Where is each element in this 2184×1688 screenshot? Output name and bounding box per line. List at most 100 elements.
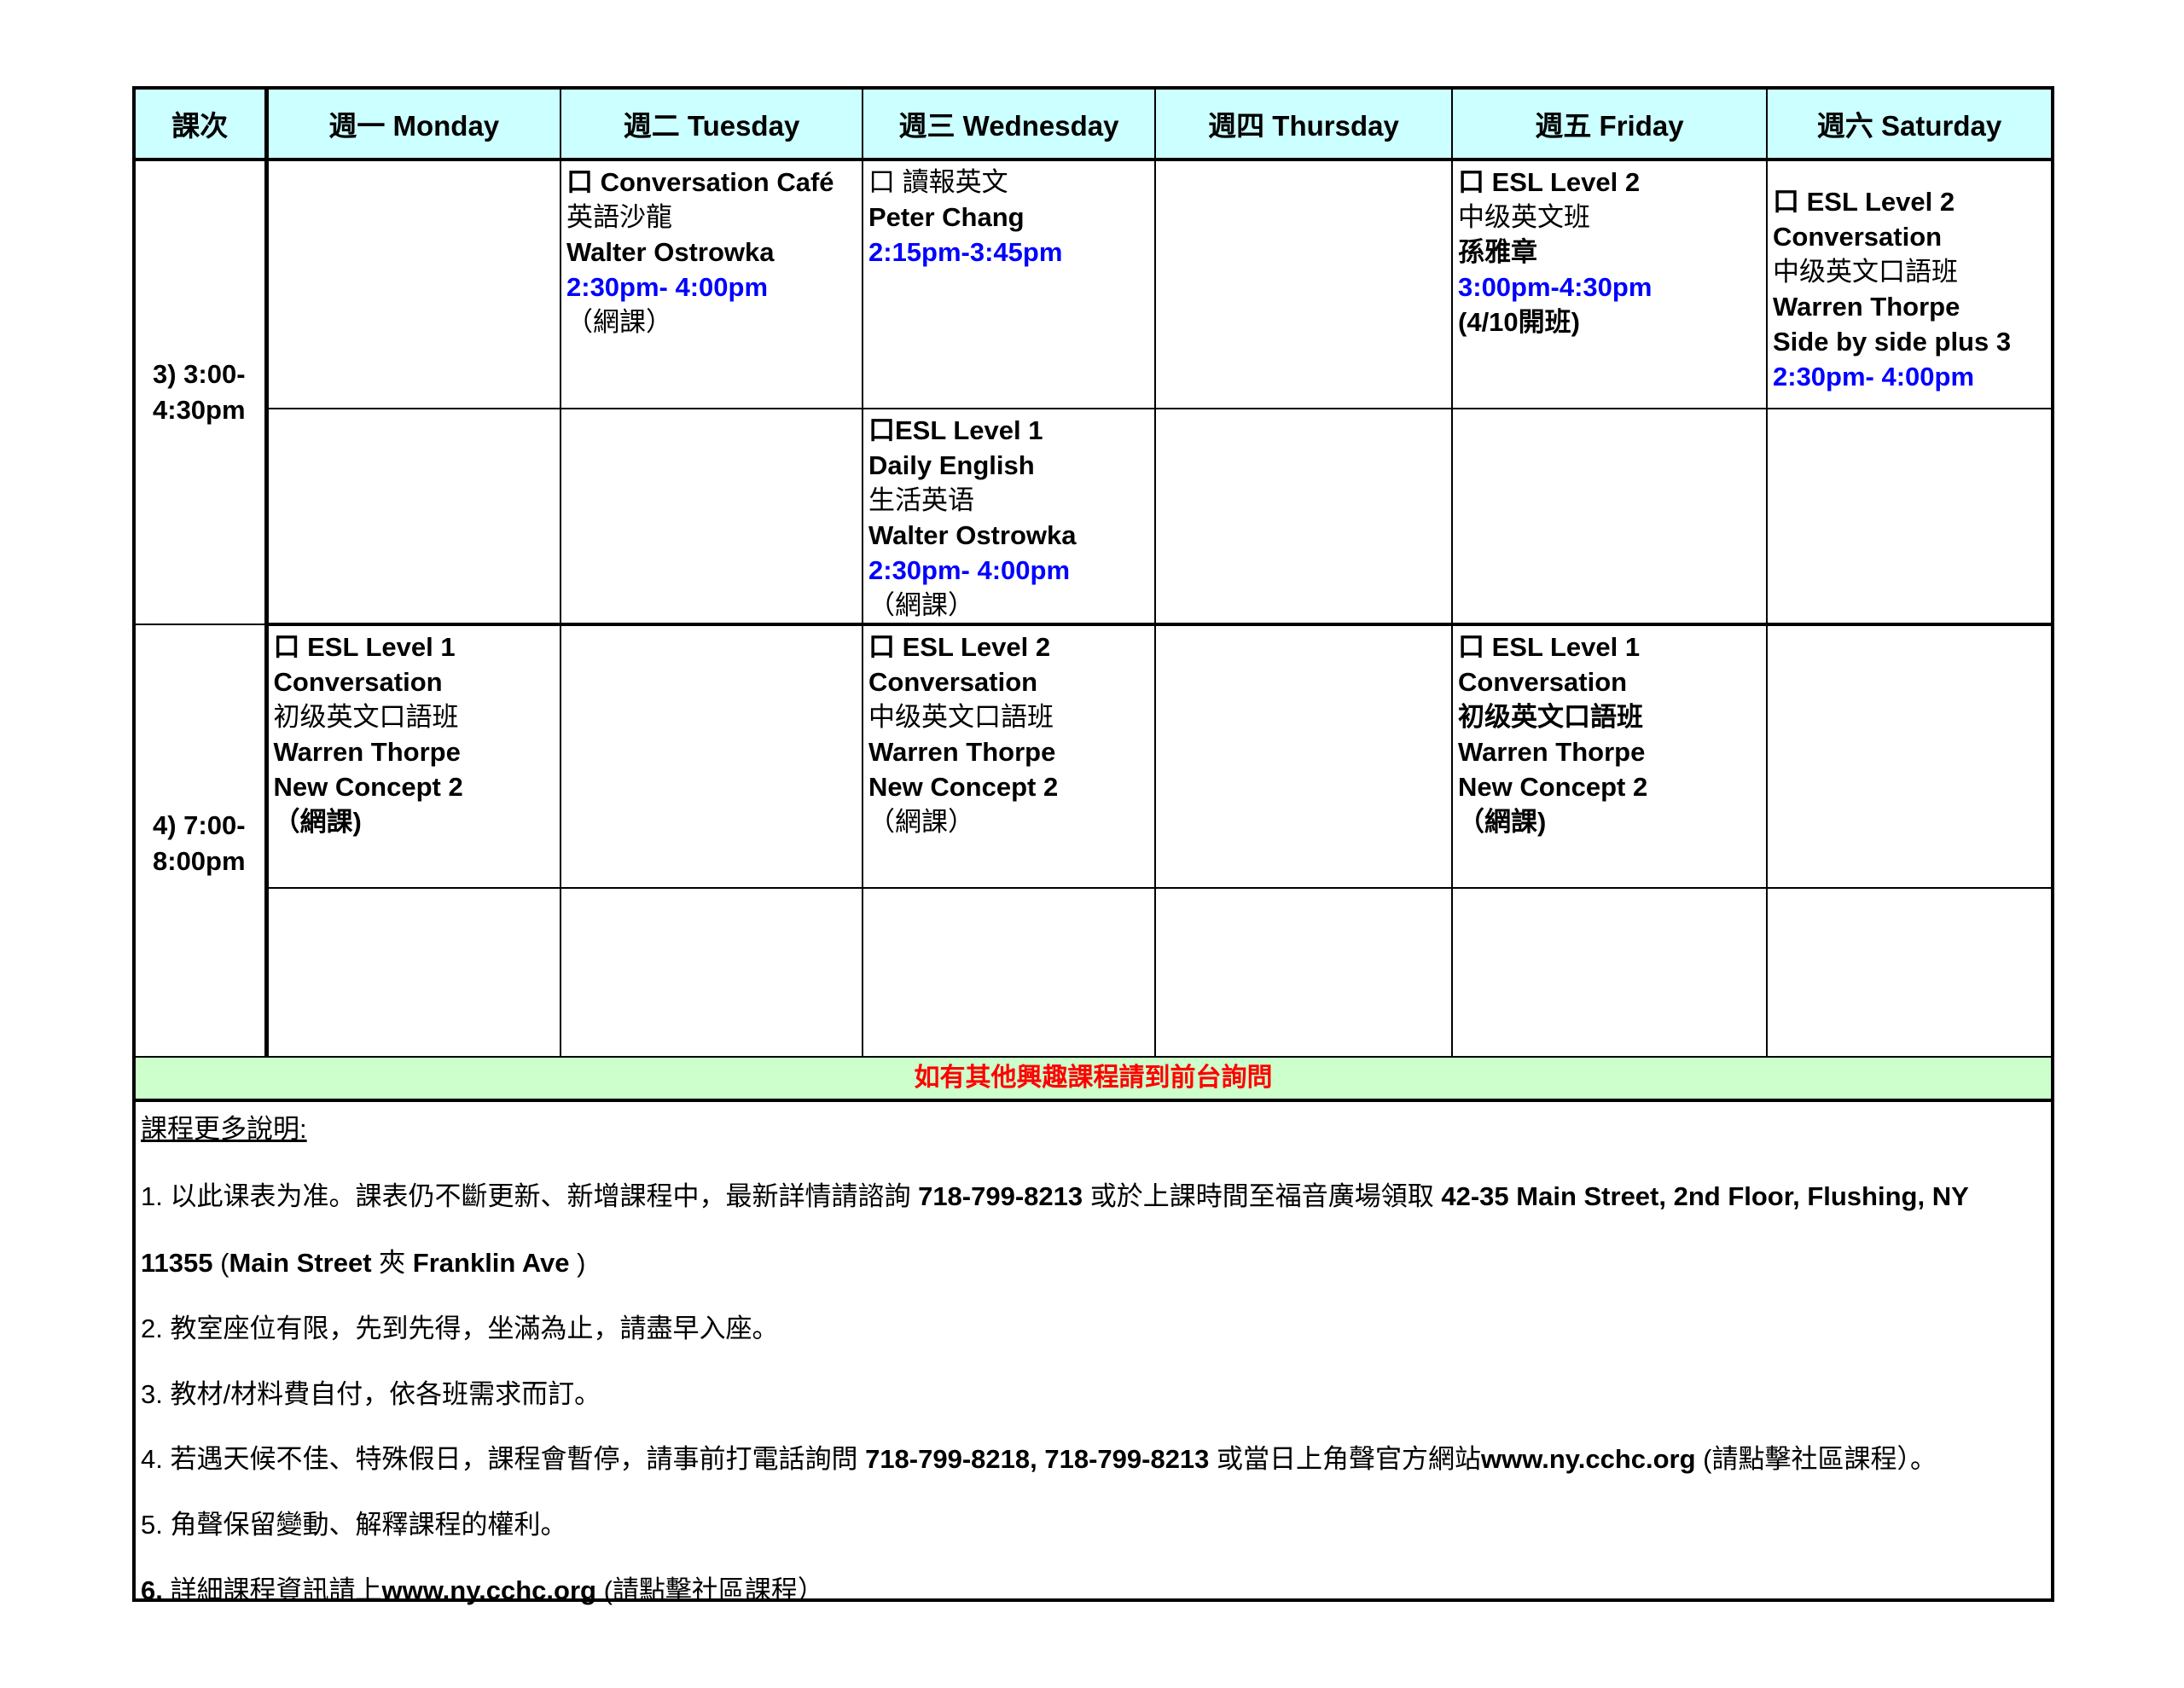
class-entry	[562, 410, 861, 413]
schedule-cell-monday	[265, 887, 561, 1064]
class-entry	[1157, 626, 1450, 629]
note-text: Franklin Ave	[412, 1248, 570, 1278]
day-header-saturday: 週六 Saturday	[1766, 87, 2053, 161]
class-info-line: 口 ESL Level 1	[273, 632, 456, 662]
class-entry	[864, 890, 1153, 892]
day-header-monday: 週一 Monday	[265, 87, 561, 161]
note-text: www.ny.cchc.org	[381, 1575, 596, 1605]
note-text: (	[212, 1248, 229, 1278]
class-info-line: 英語沙龍	[566, 202, 672, 232]
class-info-line: Walter Ostrowka	[868, 520, 1077, 550]
schedule-cell-friday	[1451, 887, 1768, 1064]
class-entry	[1769, 626, 2051, 629]
class-info-line: （網課)	[273, 807, 362, 837]
class-entry	[1769, 410, 2051, 413]
note-text: 或於上課時間至福音廣場領取	[1083, 1181, 1442, 1211]
schedule-cell-friday	[1451, 408, 1768, 626]
day-header-thursday: 週四 Thursday	[1154, 87, 1453, 161]
note-text: 6.	[141, 1575, 171, 1605]
class-info-line: Warren Thorpe	[1773, 292, 1960, 322]
class-info-line: Warren Thorpe	[868, 737, 1056, 767]
schedule-cell-thursday	[1154, 624, 1453, 889]
note-item: 3. 教材/材料費自付，依各班需求而訂。	[141, 1372, 601, 1411]
class-info-line: 口 Conversation Café	[566, 167, 834, 197]
period-label-line: 4:30pm	[153, 395, 246, 425]
note-text: 1. 以此课表为准。課表仍不斷更新、新增課程中，最新詳情請諮詢	[141, 1181, 919, 1211]
class-info-line: Conversation	[1458, 667, 1628, 697]
class-entry	[1157, 890, 1450, 892]
note-item: 2. 教室座位有限，先到先得，坐滿為止，請盡早入座。	[141, 1307, 778, 1345]
note-item: 6. 詳細課程資訊請上www.ny.cchc.org (請點擊社區課程）	[141, 1569, 824, 1607]
class-info-line: （網課）	[566, 307, 672, 337]
day-header-tuesday: 週二 Tuesday	[560, 87, 863, 161]
schedule-cell-tuesday	[560, 887, 863, 1064]
class-info-line: New Concept 2	[868, 772, 1059, 802]
note-text: )	[569, 1248, 586, 1278]
period-4-label: 4) 7:00- 8:00pm	[133, 624, 269, 1064]
class-info-line: 初级英文口語班	[273, 702, 459, 732]
class-info-line: (4/10開班)	[1458, 307, 1580, 337]
note-item: 4. 若遇天候不佳、特殊假日，課程會暫停，請事前打電話詢問 718-799-82…	[141, 1437, 1937, 1476]
schedule-table: 課次 週一 Monday 週二 Tuesday 週三 Wednesday 週四 …	[132, 86, 2054, 1064]
class-entry: 口 Conversation Café 英語沙龍 Walter Ostrowka 2:…	[562, 161, 861, 339]
class-info-line: 中级英文口語班	[1773, 257, 1958, 287]
note-text: 2. 教室座位有限，先到先得，坐滿為止，請盡早入座。	[141, 1314, 779, 1343]
class-time: 2:30pm- 4:00pm	[868, 555, 1071, 585]
class-entry: 口 ESL Level 1 Conversation 初级英文口語班 Warren T…	[1454, 626, 1765, 839]
note-text: 夾	[379, 1248, 413, 1278]
class-entry	[1157, 410, 1450, 413]
class-info-line: Walter Ostrowka	[566, 237, 775, 267]
schedule-cell-thursday	[1154, 408, 1453, 626]
note-text: (請點擊社區課程）	[595, 1575, 824, 1605]
notes-section: 課程更多說明: 1. 以此课表为准。課表仍不斷更新、新增課程中，最新詳情請諮詢 …	[132, 1100, 2054, 1605]
schedule-cell-wednesday	[862, 887, 1156, 1064]
class-info-line: 口 ESL Level 2	[1458, 167, 1641, 197]
schedule-cell-monday: 口 ESL Level 1 Conversation 初级英文口語班 Warren T…	[265, 624, 561, 889]
note-text: www.ny.cchc.org	[1481, 1444, 1696, 1474]
schedule-cell-tuesday	[560, 408, 863, 626]
schedule-cell-saturday	[1766, 408, 2053, 626]
day-header-friday: 週五 Friday	[1451, 87, 1768, 161]
period-label-line: 3) 3:00-	[153, 359, 246, 389]
class-info-line: （網課）	[868, 590, 974, 620]
class-entry: 口ESL Level 1 Daily English 生活英语 Walter Ostr…	[864, 410, 1153, 621]
note-text: (請點擊社區課程）。	[1695, 1444, 1937, 1474]
class-info-line: 口 ESL Level 2	[868, 632, 1051, 662]
class-entry	[269, 161, 560, 165]
class-info-line: 口 ESL Level 1	[1458, 632, 1641, 662]
class-info-line: （網課)	[1458, 807, 1547, 837]
class-info-line: Warren Thorpe	[273, 737, 461, 767]
class-entry: 口 ESL Level 2 Conversation 中级英文口語班 Warren T…	[864, 626, 1153, 839]
schedule-cell-thursday	[1154, 159, 1453, 409]
inquiry-banner: 如有其他興趣課程請到前台詢問	[132, 1056, 2054, 1100]
period-label-line: 8:00pm	[153, 845, 246, 876]
class-time: 3:00pm-4:30pm	[1458, 272, 1653, 302]
class-info-line: 中级英文口語班	[868, 702, 1054, 732]
note-text: 或當日上角聲官方網站	[1209, 1444, 1482, 1474]
note-text: 4. 若遇天候不佳、特殊假日，課程會暫停，請事前打電話詢問	[141, 1444, 866, 1474]
schedule-cell-tuesday	[560, 624, 863, 889]
note-text: 42-35 Main Street, 2nd Floor, Flushing, …	[1441, 1181, 1969, 1211]
class-entry	[1769, 890, 2051, 892]
class-info-line: Peter Chang	[868, 202, 1025, 232]
note-item: 1. 以此课表为准。課表仍不斷更新、新增課程中，最新詳情請諮詢 718-799-…	[141, 1175, 1969, 1213]
class-entry: 口 ESL Level 1 Conversation 初级英文口語班 Warren T…	[269, 626, 560, 839]
class-info-line: 口 ESL Level 2	[1773, 187, 1955, 217]
class-entry	[1454, 410, 1765, 413]
class-time: 2:15pm-3:45pm	[868, 237, 1063, 267]
class-entry	[1157, 161, 1450, 165]
period-3-label: 3) 3:00- 4:30pm	[133, 159, 269, 625]
class-time: 2:30pm- 4:00pm	[566, 272, 769, 302]
schedule-cell-saturday	[1766, 887, 2053, 1064]
note-text: 11355	[141, 1248, 213, 1278]
class-entry	[562, 626, 861, 629]
schedule-cell-wednesday: 口 ESL Level 2 Conversation 中级英文口語班 Warren T…	[862, 624, 1156, 889]
class-info-line: 口ESL Level 1	[868, 415, 1043, 445]
schedule-cell-monday	[265, 408, 561, 626]
class-info-line: New Concept 2	[273, 772, 463, 802]
class-info-line: 孫雅章	[1458, 237, 1537, 267]
class-entry	[269, 410, 560, 413]
class-info-line: （網課）	[868, 807, 974, 837]
class-time: 2:30pm- 4:00pm	[1773, 362, 1975, 392]
note-text: 718-799-8218, 718-799-8213	[865, 1444, 1210, 1474]
